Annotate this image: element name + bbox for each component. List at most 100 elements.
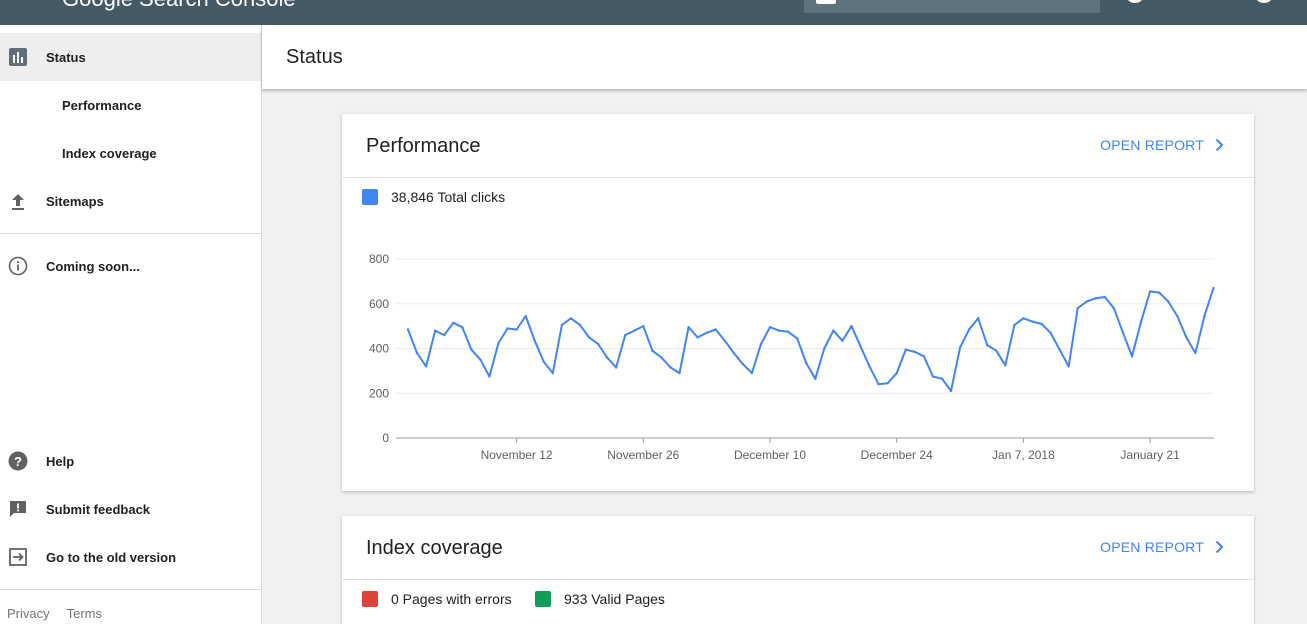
sidebar-item-submit-feedback[interactable]: Submit feedback xyxy=(0,485,261,533)
data-point[interactable] xyxy=(1167,300,1170,303)
data-point[interactable] xyxy=(1194,351,1197,355)
data-point[interactable] xyxy=(1022,317,1025,320)
data-point[interactable] xyxy=(768,326,772,329)
data-point[interactable] xyxy=(904,348,907,351)
data-point[interactable] xyxy=(1040,322,1043,326)
data-point[interactable] xyxy=(461,326,464,329)
data-point[interactable] xyxy=(633,329,636,332)
data-point[interactable] xyxy=(1013,323,1016,327)
data-point[interactable] xyxy=(1031,320,1034,323)
data-point[interactable] xyxy=(1112,307,1116,310)
data-point[interactable] xyxy=(841,339,844,342)
sidebar-item-index-coverage[interactable]: Index coverage xyxy=(0,129,261,177)
data-point[interactable] xyxy=(741,363,745,366)
data-point[interactable] xyxy=(578,323,582,327)
data-point[interactable] xyxy=(678,371,681,375)
data-point[interactable] xyxy=(596,342,600,346)
data-point[interactable] xyxy=(931,375,935,378)
data-point[interactable] xyxy=(1067,365,1070,368)
data-point[interactable] xyxy=(452,321,455,324)
data-point[interactable] xyxy=(805,361,808,365)
data-point[interactable] xyxy=(967,328,971,331)
data-point[interactable] xyxy=(415,351,419,355)
data-point[interactable] xyxy=(506,327,509,330)
data-point[interactable] xyxy=(470,348,473,351)
data-point[interactable] xyxy=(750,371,754,375)
data-point[interactable] xyxy=(1121,331,1125,334)
data-point[interactable] xyxy=(406,328,410,331)
data-point[interactable] xyxy=(714,328,717,331)
data-point[interactable] xyxy=(651,349,654,352)
data-point[interactable] xyxy=(551,371,554,375)
data-point[interactable] xyxy=(868,365,871,368)
sidebar-item-sitemaps[interactable]: Sitemaps xyxy=(0,177,261,225)
data-point[interactable] xyxy=(1049,331,1052,334)
data-point[interactable] xyxy=(624,333,627,337)
data-point[interactable] xyxy=(587,336,591,339)
sidebar-item-help[interactable]: ? Help xyxy=(0,437,261,485)
errors-legend[interactable]: 0 Pages with errors xyxy=(362,591,512,607)
clicks-legend[interactable]: 38,846 Total clicks xyxy=(362,189,505,205)
account-icon[interactable] xyxy=(1256,0,1272,3)
data-point[interactable] xyxy=(832,329,835,332)
data-point[interactable] xyxy=(660,356,663,359)
data-point[interactable] xyxy=(1094,297,1097,300)
series-line-total-clicks[interactable] xyxy=(407,287,1215,392)
data-point[interactable] xyxy=(533,339,536,342)
help-icon[interactable] xyxy=(1127,0,1143,3)
index-coverage-open-report-button[interactable]: OPEN REPORT xyxy=(1100,539,1226,555)
data-point[interactable] xyxy=(443,333,446,337)
data-point[interactable] xyxy=(995,349,998,352)
data-point[interactable] xyxy=(940,377,944,380)
data-point[interactable] xyxy=(1076,307,1079,310)
sidebar-item-old-version[interactable]: Go to the old version xyxy=(0,533,261,581)
data-point[interactable] xyxy=(479,358,482,361)
apps-grid-icon[interactable] xyxy=(1208,0,1224,2)
data-point[interactable] xyxy=(515,328,518,331)
data-point[interactable] xyxy=(424,365,428,368)
data-point[interactable] xyxy=(642,324,645,328)
data-point[interactable] xyxy=(977,317,980,320)
data-point[interactable] xyxy=(705,331,708,334)
data-point[interactable] xyxy=(1185,336,1188,339)
data-point[interactable] xyxy=(814,377,817,380)
data-point[interactable] xyxy=(958,346,962,349)
data-point[interactable] xyxy=(687,326,690,329)
data-point[interactable] xyxy=(823,347,826,350)
data-point[interactable] xyxy=(922,355,926,358)
data-point[interactable] xyxy=(1148,290,1152,293)
data-point[interactable] xyxy=(1103,295,1107,299)
data-point[interactable] xyxy=(786,330,790,333)
data-point[interactable] xyxy=(986,343,989,347)
data-point[interactable] xyxy=(605,356,609,359)
performance-chart[interactable]: 0 200 400 600 800 November 12 November 26 Decem… xyxy=(342,244,1254,474)
privacy-link[interactable]: Privacy xyxy=(7,606,50,621)
data-point[interactable] xyxy=(497,341,500,345)
data-point[interactable] xyxy=(850,324,853,328)
data-point[interactable] xyxy=(1004,364,1007,367)
data-point[interactable] xyxy=(1203,314,1206,318)
data-point[interactable] xyxy=(542,360,545,364)
data-point[interactable] xyxy=(949,389,953,393)
data-point[interactable] xyxy=(877,383,880,386)
search-input[interactable] xyxy=(804,0,1100,13)
data-point[interactable] xyxy=(1176,314,1179,318)
data-point[interactable] xyxy=(1139,320,1143,323)
data-point[interactable] xyxy=(560,323,564,327)
data-point[interactable] xyxy=(859,345,862,348)
data-point[interactable] xyxy=(669,366,672,369)
data-point[interactable] xyxy=(759,342,763,346)
data-point[interactable] xyxy=(913,350,916,354)
data-point[interactable] xyxy=(696,336,699,339)
data-point[interactable] xyxy=(1158,291,1161,294)
data-point[interactable] xyxy=(777,329,781,332)
data-point[interactable] xyxy=(732,351,735,355)
data-point[interactable] xyxy=(488,375,491,378)
data-point[interactable] xyxy=(1058,348,1061,351)
sidebar-item-coming-soon[interactable]: Coming soon... xyxy=(0,242,261,290)
app-title[interactable]: Google Search Console xyxy=(62,0,296,12)
data-point[interactable] xyxy=(614,366,618,369)
data-point[interactable] xyxy=(569,317,573,320)
terms-link[interactable]: Terms xyxy=(66,606,103,621)
data-point[interactable] xyxy=(524,314,527,318)
